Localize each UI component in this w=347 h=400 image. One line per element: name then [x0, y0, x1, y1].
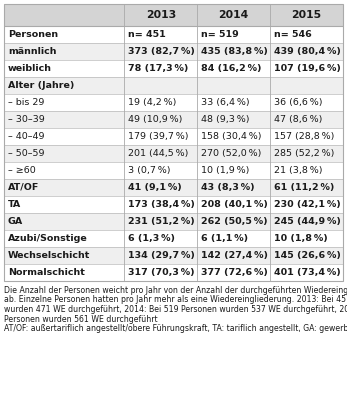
Text: 10 (1,9 %): 10 (1,9 %) — [201, 166, 249, 175]
Bar — [4, 43, 343, 60]
Text: 142 (27,4 %): 142 (27,4 %) — [201, 251, 268, 260]
Text: n= 519: n= 519 — [201, 30, 239, 39]
Text: 6 (1,3 %): 6 (1,3 %) — [128, 234, 175, 243]
Bar — [4, 26, 343, 43]
Text: 107 (19,6 %): 107 (19,6 %) — [274, 64, 341, 73]
Text: 33 (6,4 %): 33 (6,4 %) — [201, 98, 250, 107]
Text: 401 (73,4 %): 401 (73,4 %) — [274, 268, 341, 277]
Bar — [4, 4, 343, 281]
Text: 208 (40,1 %): 208 (40,1 %) — [201, 200, 268, 209]
Text: Alter (Jahre): Alter (Jahre) — [8, 81, 74, 90]
Text: 245 (44,9 %): 245 (44,9 %) — [274, 217, 341, 226]
Text: 377 (72,6 %): 377 (72,6 %) — [201, 268, 268, 277]
Text: 21 (3,8 %): 21 (3,8 %) — [274, 166, 323, 175]
Text: 157 (28,8 %): 157 (28,8 %) — [274, 132, 335, 141]
Text: 6 (1,1 %): 6 (1,1 %) — [201, 234, 248, 243]
Bar — [4, 230, 343, 247]
Text: 435 (83,8 %): 435 (83,8 %) — [201, 47, 268, 56]
Text: Azubi/Sonstige: Azubi/Sonstige — [8, 234, 88, 243]
Text: 61 (11,2 %): 61 (11,2 %) — [274, 183, 335, 192]
Bar — [4, 77, 343, 94]
Text: Normalschicht: Normalschicht — [8, 268, 85, 277]
Text: 201 (44,5 %): 201 (44,5 %) — [128, 149, 189, 158]
Text: Personen: Personen — [8, 30, 58, 39]
Text: 317 (70,3 %): 317 (70,3 %) — [128, 268, 195, 277]
Text: 2015: 2015 — [291, 10, 322, 20]
Text: 43 (8,3 %): 43 (8,3 %) — [201, 183, 255, 192]
Bar — [4, 145, 343, 162]
Bar — [4, 179, 343, 196]
Text: weiblich: weiblich — [8, 64, 52, 73]
Text: Wechselschicht: Wechselschicht — [8, 251, 90, 260]
Text: wurden 471 WE durchgeführt, 2014: Bei 519 Personen wurden 537 WE durchgeführt, 2: wurden 471 WE durchgeführt, 2014: Bei 51… — [4, 305, 347, 314]
Text: 2013: 2013 — [146, 10, 176, 20]
Bar — [4, 111, 343, 128]
Text: 10 (1,8 %): 10 (1,8 %) — [274, 234, 328, 243]
Text: 49 (10,9 %): 49 (10,9 %) — [128, 115, 183, 124]
Text: 2014: 2014 — [219, 10, 249, 20]
Text: 262 (50,5 %): 262 (50,5 %) — [201, 217, 268, 226]
Text: 47 (8,6 %): 47 (8,6 %) — [274, 115, 322, 124]
Bar — [4, 94, 343, 111]
Text: 3 (0,7 %): 3 (0,7 %) — [128, 166, 171, 175]
Text: 439 (80,4 %): 439 (80,4 %) — [274, 47, 341, 56]
Text: 41 (9,1 %): 41 (9,1 %) — [128, 183, 182, 192]
Text: 158 (30,4 %): 158 (30,4 %) — [201, 132, 262, 141]
Text: 285 (52,2 %): 285 (52,2 %) — [274, 149, 335, 158]
Text: 179 (39,7 %): 179 (39,7 %) — [128, 132, 189, 141]
Bar — [4, 264, 343, 281]
Bar — [4, 162, 343, 179]
Text: AT/OF: AT/OF — [8, 183, 39, 192]
Text: 48 (9,3 %): 48 (9,3 %) — [201, 115, 250, 124]
Bar — [4, 213, 343, 230]
Text: männlich: männlich — [8, 47, 57, 56]
Text: 84 (16,2 %): 84 (16,2 %) — [201, 64, 262, 73]
Text: 230 (42,1 %): 230 (42,1 %) — [274, 200, 341, 209]
Text: Personen wurden 561 WE durchgeführt: Personen wurden 561 WE durchgeführt — [4, 314, 158, 324]
Text: 373 (82,7 %): 373 (82,7 %) — [128, 47, 195, 56]
Text: – bis 29: – bis 29 — [8, 98, 44, 107]
Bar — [4, 4, 343, 26]
Text: – 50–59: – 50–59 — [8, 149, 44, 158]
Text: ab. Einzelne Personen hatten pro Jahr mehr als eine Wiedereingliederung. 2013: B: ab. Einzelne Personen hatten pro Jahr me… — [4, 296, 347, 304]
Text: TA: TA — [8, 200, 21, 209]
Text: n= 546: n= 546 — [274, 30, 312, 39]
Text: 270 (52,0 %): 270 (52,0 %) — [201, 149, 262, 158]
Text: – ≥60: – ≥60 — [8, 166, 36, 175]
Text: 78 (17,3 %): 78 (17,3 %) — [128, 64, 189, 73]
Text: 173 (38,4 %): 173 (38,4 %) — [128, 200, 195, 209]
Text: 19 (4,2 %): 19 (4,2 %) — [128, 98, 177, 107]
Text: 36 (6,6 %): 36 (6,6 %) — [274, 98, 323, 107]
Bar — [4, 60, 343, 77]
Text: – 40–49: – 40–49 — [8, 132, 44, 141]
Text: 231 (51,2 %): 231 (51,2 %) — [128, 217, 195, 226]
Bar — [4, 247, 343, 264]
Text: AT/OF: außertariflich angestellt/obere Führungskraft, TA: tariflich angestellt, : AT/OF: außertariflich angestellt/obere F… — [4, 324, 347, 333]
Text: – 30–39: – 30–39 — [8, 115, 45, 124]
Text: GA: GA — [8, 217, 23, 226]
Text: Die Anzahl der Personen weicht pro Jahr von der Anzahl der durchgeführten Wieder: Die Anzahl der Personen weicht pro Jahr … — [4, 286, 347, 295]
Bar — [4, 196, 343, 213]
Bar — [4, 128, 343, 145]
Text: 145 (26,6 %): 145 (26,6 %) — [274, 251, 341, 260]
Text: 134 (29,7 %): 134 (29,7 %) — [128, 251, 195, 260]
Text: n= 451: n= 451 — [128, 30, 166, 39]
